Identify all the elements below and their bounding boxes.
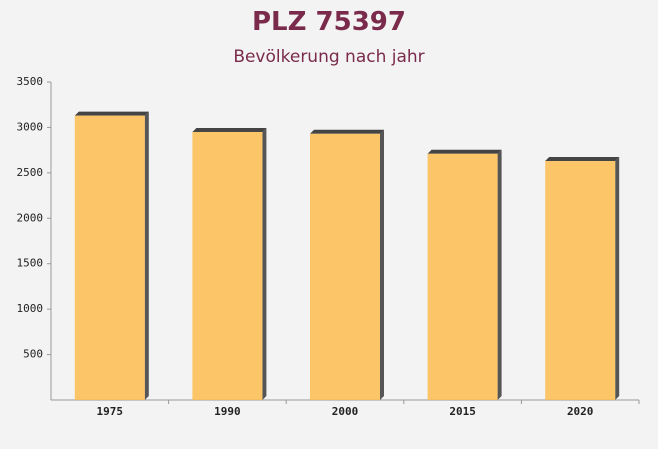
bar-shadow: [144, 111, 149, 401]
bar-shadow: [380, 129, 384, 400]
bar-shadow: [192, 127, 267, 132]
y-tick-label: 2000: [17, 211, 44, 224]
y-tick-label: 3000: [17, 120, 44, 133]
bar: [310, 133, 380, 400]
chart-subtitle: Bevölkerung nach jahr: [233, 47, 424, 67]
y-tick-label: 3500: [17, 75, 44, 88]
x-tick-label: 1975: [97, 405, 124, 418]
y-tick-label: 2500: [17, 166, 44, 179]
bar-shadow: [497, 149, 502, 400]
y-tick-label: 1500: [17, 257, 44, 270]
bar-shadow: [427, 149, 502, 154]
bar: [427, 153, 498, 400]
bar-shadow: [262, 127, 267, 400]
bar: [74, 115, 145, 401]
y-tick-label: 1000: [17, 302, 44, 315]
x-tick-label: 2020: [567, 405, 594, 418]
bar: [192, 131, 263, 400]
x-tick-label: 1990: [214, 405, 241, 418]
x-tick-label: 2015: [449, 405, 476, 418]
bar-shadow: [615, 157, 620, 400]
bar-shadow: [310, 129, 384, 134]
y-tick-label: 500: [23, 348, 43, 361]
bar-shadow: [545, 157, 620, 162]
x-tick-label: 2000: [332, 405, 359, 418]
chart-title: PLZ 75397: [252, 7, 406, 37]
bar-shadow: [74, 111, 149, 116]
bar: [545, 161, 616, 400]
